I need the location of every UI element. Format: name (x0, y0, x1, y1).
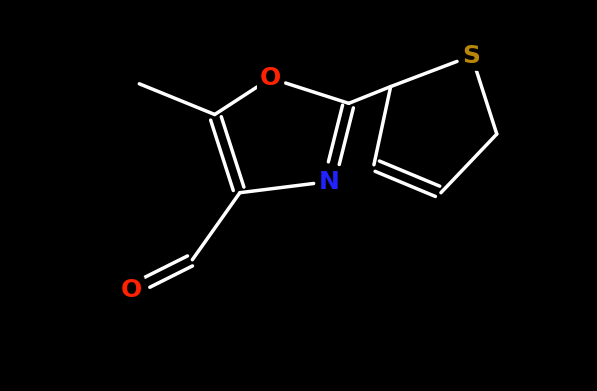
Text: S: S (463, 44, 481, 68)
Text: O: O (121, 278, 141, 303)
Text: N: N (319, 170, 340, 194)
Text: O: O (260, 66, 281, 90)
